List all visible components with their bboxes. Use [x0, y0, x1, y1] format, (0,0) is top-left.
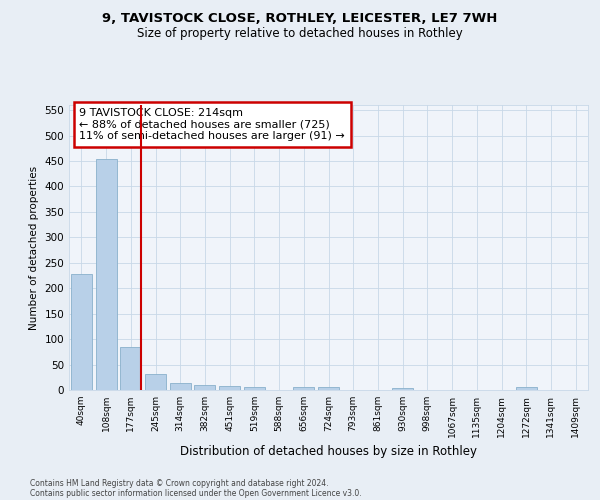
Bar: [95, 160, 116, 390]
Bar: [392, 388, 413, 390]
Text: 9, TAVISTOCK CLOSE, ROTHLEY, LEICESTER, LE7 7WH: 9, TAVISTOCK CLOSE, ROTHLEY, LEICESTER, …: [103, 12, 497, 26]
Bar: [120, 346, 141, 390]
Bar: [244, 388, 265, 390]
Text: Contains HM Land Registry data © Crown copyright and database right 2024.: Contains HM Land Registry data © Crown c…: [30, 478, 329, 488]
Bar: [219, 386, 240, 390]
Bar: [516, 388, 537, 390]
Bar: [194, 385, 215, 390]
Y-axis label: Number of detached properties: Number of detached properties: [29, 166, 39, 330]
Bar: [145, 374, 166, 390]
Text: 9 TAVISTOCK CLOSE: 214sqm
← 88% of detached houses are smaller (725)
11% of semi: 9 TAVISTOCK CLOSE: 214sqm ← 88% of detac…: [79, 108, 345, 141]
Text: Size of property relative to detached houses in Rothley: Size of property relative to detached ho…: [137, 28, 463, 40]
Bar: [318, 388, 339, 390]
Bar: [293, 388, 314, 390]
X-axis label: Distribution of detached houses by size in Rothley: Distribution of detached houses by size …: [180, 446, 477, 458]
Text: Contains public sector information licensed under the Open Government Licence v3: Contains public sector information licen…: [30, 488, 362, 498]
Bar: [71, 274, 92, 390]
Bar: [170, 384, 191, 390]
